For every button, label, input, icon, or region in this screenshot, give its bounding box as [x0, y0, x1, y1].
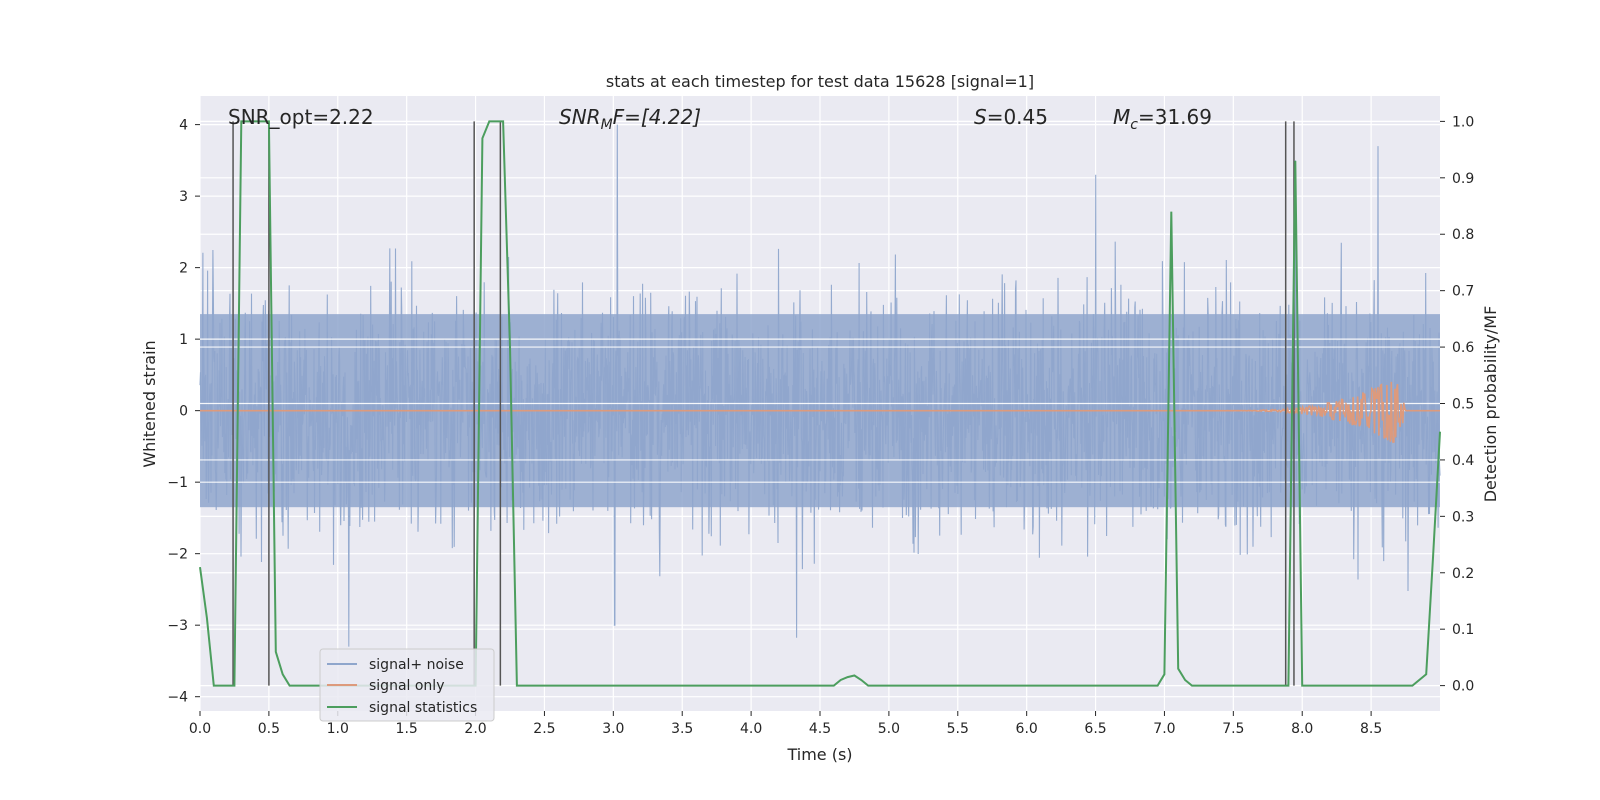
- y2-tick-label: 0.2: [1452, 566, 1474, 582]
- y2-tick-label: 0.5: [1452, 397, 1474, 413]
- x-tick-label: 0.5: [258, 721, 280, 737]
- annotation-snr-opt: SNR_opt=2.22: [228, 105, 374, 129]
- x-tick-label: 5.0: [878, 721, 900, 737]
- snr-mf-base: SNR: [559, 105, 601, 129]
- y2-axis-label: Detection probability/MF: [1481, 306, 1500, 503]
- mc-sub: c: [1130, 117, 1138, 133]
- legend-label-signal-only: signal only: [369, 678, 444, 694]
- y-tick-label: 0: [179, 404, 188, 420]
- x-tick-label: 4.0: [740, 721, 762, 737]
- y-tick-label: −3: [167, 618, 188, 634]
- y-tick-label: 4: [179, 118, 188, 134]
- statistics-line: [199, 120, 1441, 687]
- chart-title: stats at each timestep for test data 156…: [606, 72, 1034, 91]
- signal-only-series: [200, 381, 1440, 444]
- y-tick-label: 3: [179, 189, 188, 205]
- x-tick-label: 4.5: [809, 721, 831, 737]
- legend-label-signal-noise: signal+ noise: [369, 657, 464, 673]
- tick-labels: 0.0 0.5 1.0 1.5 2.0 2.5 3.0 3.5 4.0 4.5 5.0 5.5 6.0 6…: [167, 114, 1474, 737]
- x-tick-label: 8.5: [1360, 721, 1382, 737]
- x-tick-label: 1.5: [396, 721, 418, 737]
- s-rest: =0.45: [987, 105, 1048, 129]
- y-tick-label: −4: [167, 690, 188, 706]
- y2-tick-label: 1.0: [1452, 114, 1474, 130]
- y-axis-label: Whitened strain: [140, 340, 159, 467]
- snr-mf-sub: M: [601, 117, 613, 133]
- legend-label-signal-statistics: signal statistics: [369, 700, 477, 716]
- x-tick-label: 3.5: [671, 721, 693, 737]
- y2-tick-label: 0.8: [1452, 227, 1474, 243]
- x-axis-label: Time (s): [786, 745, 852, 764]
- x-tick-label: 7.0: [1153, 721, 1175, 737]
- x-tick-label: 6.0: [1016, 721, 1038, 737]
- y-tick-label: 1: [179, 332, 188, 348]
- y2-tick-label: 0.6: [1452, 340, 1474, 356]
- y-tick-label: 2: [179, 261, 188, 277]
- y2-tick-label: 0.3: [1452, 509, 1474, 525]
- x-tick-label: 2.5: [533, 721, 555, 737]
- mc-sym: M: [1113, 105, 1130, 129]
- x-tick-label: 7.5: [1222, 721, 1244, 737]
- s-sym: S: [974, 105, 987, 129]
- legend: signal+ noise signal only signal statist…: [319, 648, 495, 722]
- snr-mf-rest: F=[4.22]: [613, 105, 701, 129]
- y2-tick-label: 0.1: [1452, 622, 1474, 638]
- x-tick-label: 8.0: [1291, 721, 1313, 737]
- annotation-snr-mf: SNRMF=[4.22]: [559, 105, 701, 133]
- y-tick-label: −1: [167, 475, 188, 491]
- annotation-s: S=0.45: [974, 105, 1048, 129]
- x-tick-label: 5.5: [947, 721, 969, 737]
- legend-box: [319, 648, 495, 722]
- y2-tick-label: 0.9: [1452, 171, 1474, 187]
- x-tick-label: 2.0: [464, 721, 486, 737]
- mc-rest: =31.69: [1138, 105, 1212, 129]
- y2-tick-label: 0.0: [1452, 679, 1474, 695]
- annotation-mc: Mc=31.69: [1113, 105, 1212, 133]
- signal-only-line: [200, 381, 1440, 444]
- y2-tick-label: 0.4: [1452, 453, 1474, 469]
- x-tick-label: 3.0: [602, 721, 624, 737]
- y-tick-label: −2: [167, 547, 188, 563]
- vertical-markers: [232, 121, 1295, 686]
- statistics-series: [199, 120, 1441, 687]
- x-tick-label: 0.0: [189, 721, 211, 737]
- x-tick-label: 1.0: [327, 721, 349, 737]
- y2-tick-label: 0.7: [1452, 284, 1474, 300]
- x-tick-label: 6.5: [1084, 721, 1106, 737]
